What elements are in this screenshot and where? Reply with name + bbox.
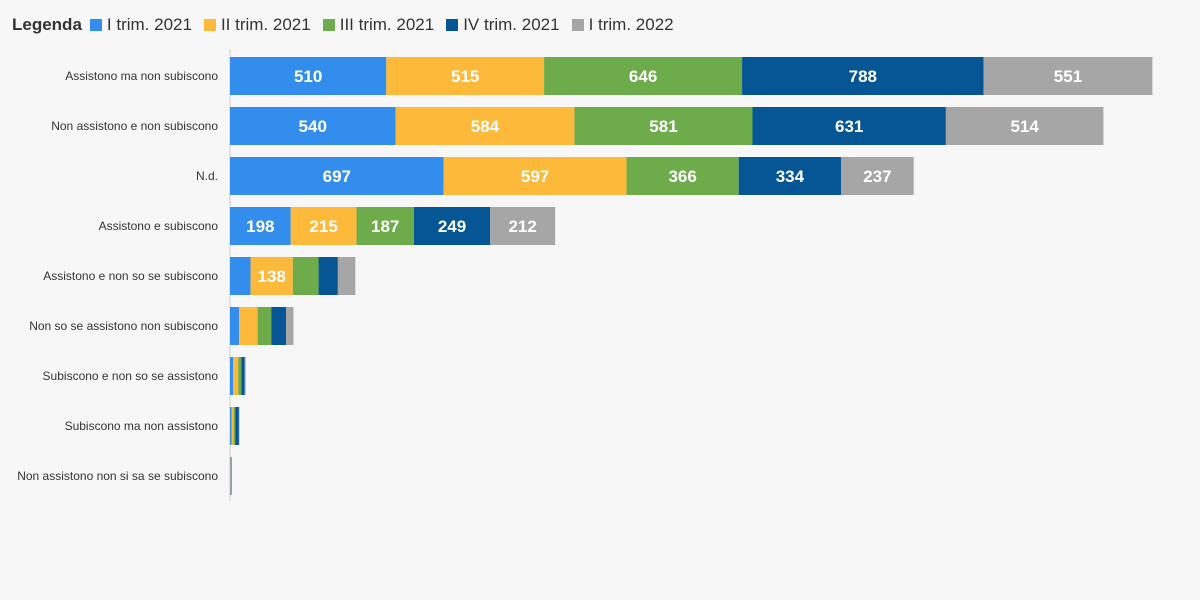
- bar-segment[interactable]: [230, 207, 291, 245]
- bar-segment[interactable]: [286, 307, 294, 345]
- data-label: 584: [471, 117, 500, 136]
- bar-segment[interactable]: [235, 407, 239, 445]
- legend-title: Legenda: [12, 15, 82, 34]
- legend-item[interactable]: III trim. 2021: [322, 15, 435, 35]
- category-label: Assistono e subiscono: [99, 219, 219, 233]
- legend-swatch: [89, 19, 102, 31]
- legend-swatch: [571, 19, 584, 31]
- bar-segment[interactable]: [230, 57, 387, 95]
- bar-segment[interactable]: [544, 57, 743, 95]
- legend-label: III trim. 2021: [339, 15, 435, 34]
- legend-item[interactable]: II trim. 2021: [203, 15, 311, 35]
- bar-segment[interactable]: [238, 407, 240, 445]
- bar-segment[interactable]: [841, 157, 914, 195]
- data-label: 249: [438, 217, 466, 236]
- data-label: 510: [294, 67, 322, 86]
- category-label: Subiscono ma non assistono: [65, 419, 219, 433]
- bar-segment[interactable]: [244, 357, 246, 395]
- data-label: 237: [863, 167, 891, 186]
- bar-segment[interactable]: [626, 157, 739, 195]
- bar-segment[interactable]: [238, 357, 242, 395]
- data-label: 334: [776, 167, 805, 186]
- legend-item[interactable]: IV trim. 2021: [446, 15, 560, 35]
- data-label: 187: [371, 217, 399, 236]
- bar-segment[interactable]: [574, 107, 753, 145]
- bar-segment[interactable]: [983, 57, 1153, 95]
- data-label: 551: [1054, 67, 1082, 86]
- bar-segment[interactable]: [239, 307, 258, 345]
- legend-label: I trim. 2022: [588, 15, 674, 34]
- bar-segment[interactable]: [356, 207, 414, 245]
- bar-segment[interactable]: [292, 257, 319, 295]
- category-label: Non assistono e non subiscono: [51, 119, 218, 133]
- data-label: 581: [649, 117, 677, 136]
- legend-label: II trim. 2021: [220, 15, 311, 34]
- bar-segment[interactable]: [241, 357, 245, 395]
- bar-segment[interactable]: [250, 257, 293, 295]
- bar-segment[interactable]: [230, 257, 251, 295]
- bar-segment[interactable]: [337, 257, 356, 295]
- category-label: N.d.: [196, 169, 218, 183]
- data-label: 138: [257, 267, 285, 286]
- bar-segment[interactable]: [230, 457, 231, 495]
- bar-segment[interactable]: [230, 307, 240, 345]
- legend-item[interactable]: I trim. 2021: [89, 15, 192, 35]
- data-label: 215: [309, 217, 337, 236]
- category-label: Assistono e non so se subiscono: [43, 269, 218, 283]
- bar-segment[interactable]: [231, 407, 234, 445]
- bar-segment[interactable]: [945, 107, 1104, 145]
- category-label: Non so se assistono non subiscono: [29, 319, 218, 333]
- bar-segment[interactable]: [290, 207, 357, 245]
- data-label: 597: [521, 167, 549, 186]
- bar-segment[interactable]: [395, 107, 575, 145]
- data-label: 646: [629, 67, 657, 86]
- legend-swatch: [322, 19, 335, 31]
- category-label: Assistono ma non subiscono: [65, 69, 218, 83]
- bar-segment[interactable]: [742, 57, 984, 95]
- bar-segment[interactable]: [752, 107, 946, 145]
- data-label: 697: [323, 167, 351, 186]
- legend: Legenda I trim. 2021 II trim. 2021 III tri…: [12, 12, 686, 38]
- legend-item[interactable]: I trim. 2022: [571, 15, 674, 35]
- legend-label: I trim. 2021: [106, 15, 192, 34]
- data-label: 198: [246, 217, 274, 236]
- data-label: 212: [508, 217, 536, 236]
- bar-segment[interactable]: [413, 207, 491, 245]
- legend-label: IV trim. 2021: [463, 15, 560, 34]
- bar-segment[interactable]: [233, 357, 239, 395]
- bar-segment[interactable]: [271, 307, 287, 345]
- bar-segment[interactable]: [230, 457, 232, 495]
- bar-segment[interactable]: [230, 157, 444, 195]
- legend-swatch: [446, 19, 459, 31]
- bar-segment[interactable]: [257, 307, 272, 345]
- bar-segment[interactable]: [230, 407, 232, 445]
- data-label: 540: [299, 117, 327, 136]
- bar-segment[interactable]: [318, 257, 338, 295]
- bar-segment[interactable]: [230, 357, 234, 395]
- data-label: 788: [849, 67, 877, 86]
- category-label: Subiscono e non so se assistono: [43, 369, 219, 383]
- bar-segment[interactable]: [230, 107, 396, 145]
- legend-swatch: [203, 19, 216, 31]
- data-label: 366: [668, 167, 696, 186]
- bar-segment[interactable]: [490, 207, 556, 245]
- data-label: 631: [835, 117, 863, 136]
- bar-segment[interactable]: [738, 157, 842, 195]
- bar-segment[interactable]: [386, 57, 545, 95]
- bar-segment[interactable]: [233, 407, 236, 445]
- data-label: 515: [451, 67, 479, 86]
- category-label: Non assistono non si sa se subiscono: [17, 469, 218, 483]
- data-label: 514: [1010, 117, 1039, 136]
- bar-segment[interactable]: [443, 157, 627, 195]
